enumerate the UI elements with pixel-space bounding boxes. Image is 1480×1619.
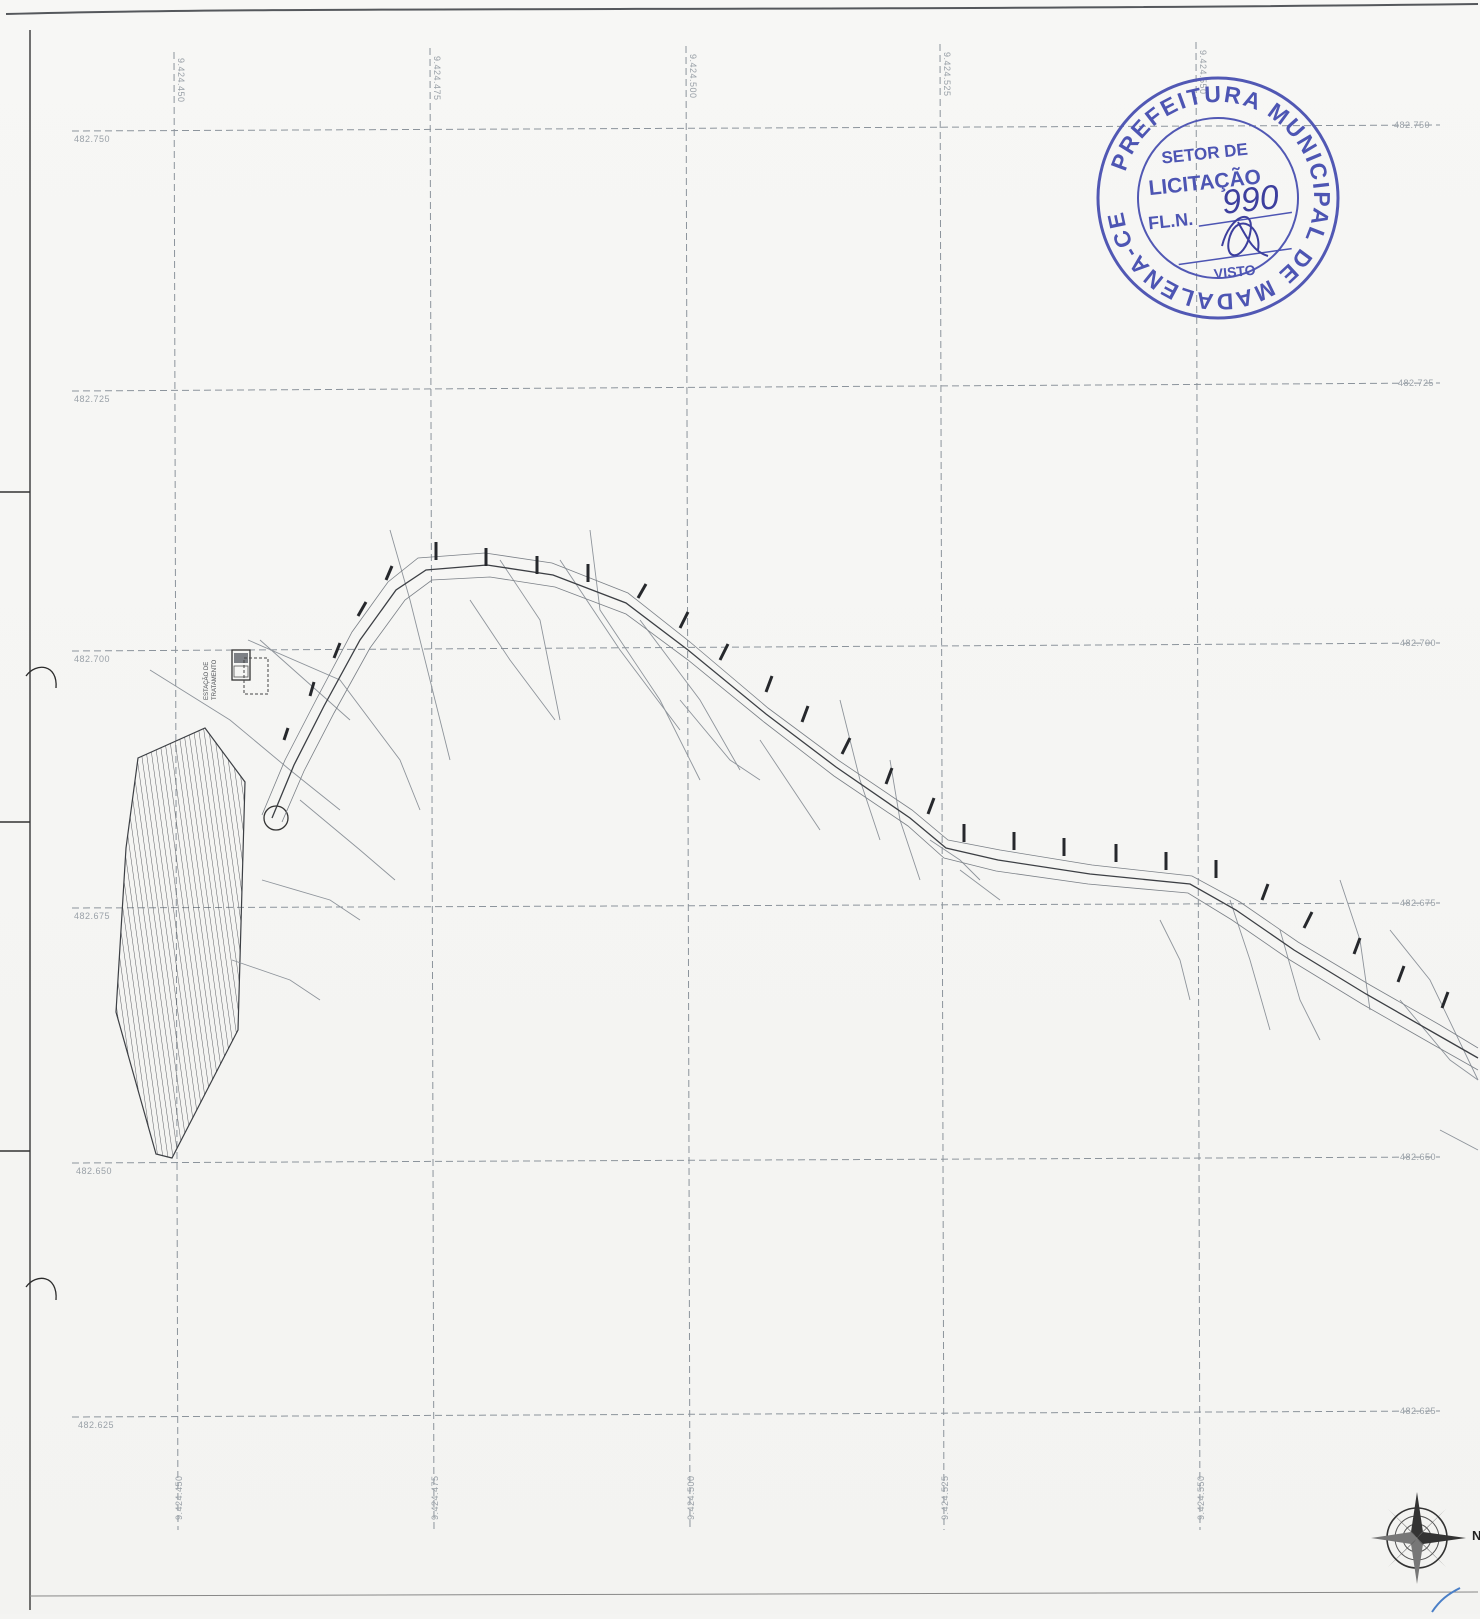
coord-label-left-2: 482.725 [74, 394, 110, 404]
coord-label-right-3: 482.700 [1400, 638, 1436, 648]
grid-line-v4 [939, 43, 945, 1531]
coord-label-top-4: 9.424.525 [942, 52, 952, 97]
grid-labels-bottom: 9.424.450 9.424.475 9.424.500 9.424.525 … [174, 1475, 1206, 1520]
north-arrow: N [1371, 1492, 1480, 1584]
coord-label-right-2: 482.725 [1398, 378, 1434, 388]
stamp-outer-text: PREFEITURA MUNICIPAL DE MADALENA-CE [1089, 69, 1347, 327]
coord-label-top-1: 9.424.450 [176, 58, 186, 103]
stamp-handwriting: 990 [1220, 178, 1281, 257]
grid-line-h6 [71, 1410, 1441, 1418]
station-tick [282, 727, 290, 741]
north-label: N [1472, 1528, 1480, 1543]
grid-line-v5 [1195, 41, 1201, 1531]
stamp-line1: SETOR DE [1161, 140, 1249, 168]
coord-label-right-1: 482.750 [1394, 120, 1430, 130]
coord-label-left-6: 482.625 [78, 1420, 114, 1430]
grid-line-h2 [71, 382, 1441, 392]
coord-label-bottom-1: 9.424.450 [174, 1475, 184, 1520]
stamp-fl-label: FL.N. [1147, 209, 1194, 234]
station-tick [840, 737, 852, 755]
grid-line-h5 [71, 1156, 1441, 1164]
grid-line-h4 [71, 902, 1441, 909]
ink-stroke [1431, 1587, 1461, 1613]
station-tick [636, 583, 648, 599]
station-tick [718, 643, 730, 661]
coord-label-bottom-4: 9.424.525 [940, 1475, 950, 1520]
station-markers [282, 542, 1450, 1009]
stamp-fl-number: 990 [1220, 178, 1280, 222]
coord-label-right-4: 482.675 [1400, 898, 1436, 908]
coord-label-left-3: 482.700 [74, 654, 110, 664]
coord-label-right-6: 482.625 [1400, 1406, 1436, 1416]
binder-hole-top [25, 666, 57, 689]
station-label-line1: ESTAÇÃO DE [203, 662, 210, 700]
station-tick [1396, 965, 1406, 983]
grid-line-h1 [71, 124, 1441, 132]
coord-label-left-5: 482.650 [76, 1166, 112, 1176]
station-tick [800, 705, 810, 723]
station-tick [678, 611, 690, 629]
contour-lines [149, 529, 1479, 1151]
start-node-marker [263, 805, 289, 831]
coord-label-right-5: 482.650 [1400, 1152, 1436, 1162]
grid-line-v3 [685, 45, 691, 1531]
coord-label-bottom-2: 9.424.475 [430, 1475, 440, 1520]
coord-label-top-5: 9.424.550 [1198, 50, 1208, 95]
municipal-stamp: PREFEITURA MUNICIPAL DE MADALENA-CE SETO… [1089, 69, 1347, 327]
binder-hole-bottom [25, 1277, 57, 1301]
station-tick [332, 642, 342, 659]
signature-mark [1221, 215, 1269, 257]
station-tick [384, 565, 394, 581]
station-tick [764, 675, 774, 693]
grid-line-h3 [71, 642, 1441, 652]
station-tick [308, 681, 316, 697]
station-tick [1352, 937, 1362, 955]
grid-line-v2 [429, 47, 435, 1531]
station-tick [1260, 883, 1270, 901]
coord-label-left-4: 482.675 [74, 911, 110, 921]
grid-labels-top: 9.424.450 9.424.475 9.424.500 9.424.525 … [176, 50, 1208, 103]
grid-labels-left: 482.750 482.725 482.700 482.675 482.650 … [74, 134, 114, 1430]
station-tick [884, 767, 894, 785]
station-label-line2: TRATAMENTO [212, 659, 218, 700]
coord-label-left-1: 482.750 [74, 134, 110, 144]
treatment-station: ESTAÇÃO DE TRATAMENTO [203, 649, 269, 700]
grid-labels-right: 482.750 482.725 482.700 482.675 482.650 … [1394, 120, 1436, 1416]
station-tick [1440, 991, 1450, 1009]
coord-label-bottom-3: 9.424.500 [686, 1475, 696, 1520]
station-tick [356, 601, 368, 617]
coord-label-top-3: 9.424.500 [688, 54, 698, 99]
station-tick [1302, 911, 1314, 929]
coord-label-top-2: 9.424.475 [432, 56, 442, 101]
hatched-reservoir [115, 727, 246, 1159]
page-frame [0, 3, 1479, 1610]
stamp-visto-label: VISTO [1213, 262, 1256, 282]
pipeline-route [261, 552, 1479, 1071]
station-tick [926, 797, 936, 815]
coord-label-bottom-5: 9.424.550 [1196, 1475, 1206, 1520]
